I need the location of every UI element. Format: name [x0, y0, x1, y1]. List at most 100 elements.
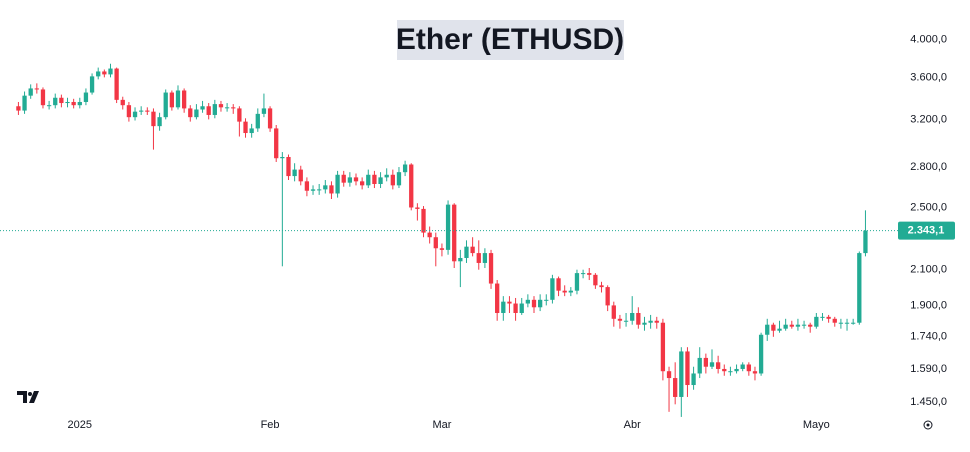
candle-body [310, 189, 316, 191]
candle-body [722, 368, 727, 372]
candle-body [679, 351, 684, 397]
candle-body [188, 108, 193, 118]
candle-body [525, 299, 531, 304]
candle-body [396, 172, 402, 186]
candle-body [433, 237, 438, 249]
candle-body [734, 368, 739, 372]
candle-body [378, 177, 383, 185]
candle-body [574, 273, 580, 291]
candle-body [323, 185, 328, 190]
candle-body [808, 324, 813, 327]
candle-body [120, 99, 125, 106]
x-tick-label: Abr [624, 419, 641, 431]
y-tick-label: 1.450,0 [910, 396, 947, 408]
title-background [397, 20, 624, 60]
candle-body [501, 301, 506, 313]
candle-body [415, 207, 420, 209]
candle-body [341, 174, 346, 183]
candle-body [617, 318, 623, 321]
candle-body [562, 290, 567, 293]
y-tick-label: 4.000,0 [910, 34, 947, 46]
candle-body [636, 312, 641, 325]
candle-body [550, 278, 555, 300]
candle-body [605, 287, 610, 306]
candle-body [89, 76, 95, 93]
candle-body [814, 316, 819, 327]
x-tick-label: Mayo [803, 419, 830, 431]
candles [16, 63, 868, 417]
candle-body [304, 181, 310, 191]
candle-body [507, 301, 512, 304]
candle-body [623, 320, 629, 322]
candle-body [40, 89, 46, 106]
candle-body [329, 185, 334, 194]
candle-body [838, 322, 844, 324]
candle-body [224, 107, 230, 109]
candle-body [151, 111, 156, 127]
candle-body [145, 110, 150, 112]
candle-body [132, 111, 138, 118]
candle-body [832, 318, 837, 323]
candle-body [611, 305, 616, 319]
candle-body [568, 290, 573, 293]
candle-body [175, 90, 181, 108]
candle-body [531, 299, 537, 308]
candle-body [728, 371, 733, 373]
candle-body [439, 248, 445, 250]
candle-body [783, 324, 788, 329]
candle-body [820, 316, 825, 318]
candle-body [495, 283, 500, 313]
candle-body [673, 378, 678, 397]
candle-body [77, 101, 82, 106]
candle-body [765, 324, 770, 335]
candle-body [648, 320, 653, 323]
candle-body [857, 253, 862, 323]
candle-body [53, 97, 58, 106]
candle-body [458, 257, 463, 262]
candle-body [317, 189, 322, 191]
candle-body [666, 371, 672, 379]
candle-body [249, 128, 254, 134]
candle-body [126, 105, 132, 118]
candle-body [206, 106, 211, 115]
candle-body [384, 174, 389, 178]
candle-body [752, 371, 758, 374]
candle-body [359, 181, 365, 186]
last-price-box [898, 221, 955, 240]
candle-body [409, 164, 414, 208]
candle-body [556, 278, 561, 291]
candle-body [347, 177, 353, 183]
candle-body [587, 273, 592, 275]
y-tick-label: 2.100,0 [910, 264, 947, 276]
candle-body [274, 128, 279, 159]
candle-body [654, 320, 659, 323]
candle-body [758, 334, 764, 374]
candle-body [452, 204, 457, 262]
y-tick-label: 1.590,0 [910, 363, 947, 375]
x-tick-label: Feb [261, 419, 280, 431]
candle-body [243, 121, 248, 134]
candle-body [801, 324, 807, 326]
last-price-label: 2.343,1 [908, 225, 945, 237]
candle-body [599, 285, 604, 288]
candle-body [237, 108, 242, 122]
candle-body [157, 117, 162, 127]
settings-icon[interactable] [923, 420, 933, 430]
candle-body [83, 92, 89, 102]
candle-body [181, 90, 187, 109]
candle-body [286, 156, 291, 177]
candle-body [59, 97, 64, 104]
candle-body [194, 109, 199, 118]
candle-body [16, 106, 21, 111]
candle-body [255, 113, 260, 129]
candle-body [427, 232, 432, 238]
candle-body [771, 324, 776, 331]
candle-body [685, 351, 690, 386]
x-tick-label: 2025 [68, 419, 92, 431]
candle-body [231, 107, 236, 109]
candle-body [703, 357, 709, 367]
candle-body [660, 322, 666, 372]
candle-body [108, 68, 113, 75]
candle-body [335, 174, 340, 194]
candle-body [709, 362, 715, 367]
